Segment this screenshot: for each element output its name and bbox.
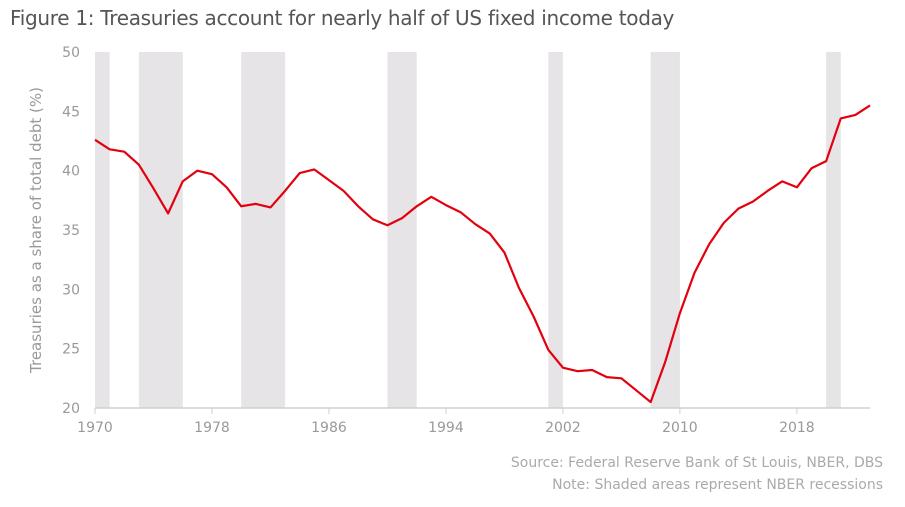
x-tick-label: 1978 bbox=[194, 420, 230, 436]
y-tick-label: 30 bbox=[62, 282, 80, 298]
recession-note: Note: Shaded areas represent NBER recess… bbox=[552, 477, 883, 493]
x-tick-label: 1986 bbox=[311, 420, 347, 436]
recession-band bbox=[548, 52, 563, 408]
x-tick-label: 2018 bbox=[779, 420, 815, 436]
recession-band bbox=[138, 52, 183, 408]
recession-band bbox=[95, 52, 110, 408]
y-tick-label: 35 bbox=[62, 223, 80, 239]
y-tick-label: 50 bbox=[62, 45, 80, 61]
y-tick-label: 40 bbox=[62, 164, 80, 180]
y-tick-label: 45 bbox=[62, 104, 80, 120]
x-tick-label: 2002 bbox=[545, 420, 581, 436]
recession-band bbox=[650, 52, 680, 408]
series-line bbox=[94, 104, 871, 404]
recession-band bbox=[241, 52, 286, 408]
x-tick-label: 1994 bbox=[428, 420, 464, 436]
chart-title: Figure 1: Treasuries account for nearly … bbox=[10, 6, 675, 30]
x-tick-label: 2010 bbox=[662, 420, 698, 436]
y-tick-label: 20 bbox=[62, 401, 80, 417]
y-axis-label: Treasuries as a share of total debt (%) bbox=[27, 87, 45, 374]
x-tick-label: 1970 bbox=[77, 420, 113, 436]
recession-band bbox=[387, 52, 417, 408]
source-note: Source: Federal Reserve Bank of St Louis… bbox=[510, 455, 883, 471]
recession-band bbox=[826, 52, 841, 408]
y-tick-label: 25 bbox=[62, 342, 80, 358]
